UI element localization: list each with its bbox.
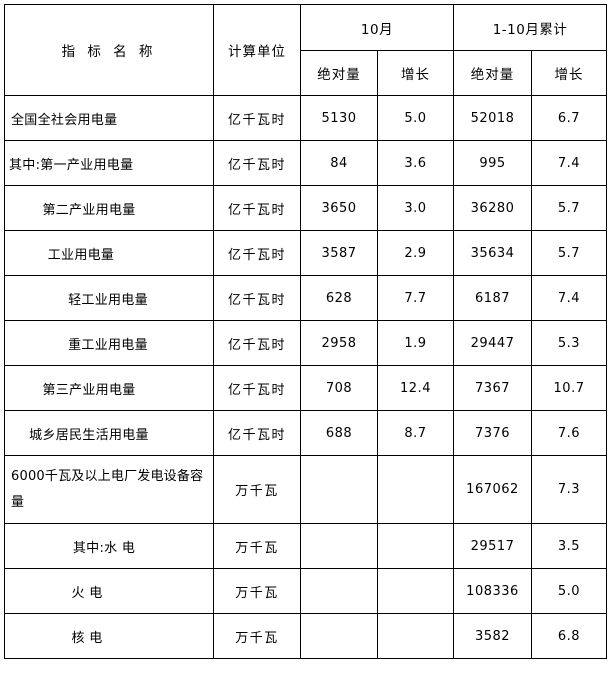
cell-month-growth: 5.0: [377, 95, 454, 141]
table-row: 6000千瓦及以上电厂发电设备容量 万千瓦 167062 7.3: [4, 455, 608, 524]
cell-month-absolute: 708: [300, 365, 378, 411]
cell-cumulative-absolute: 36280: [453, 185, 532, 231]
row-unit: 万千瓦: [213, 613, 301, 659]
cell-cumulative-growth: 7.4: [530, 140, 608, 186]
cell-cumulative-absolute: 29517: [453, 523, 532, 569]
table-row: 工业用电量 亿千瓦时 3587 2.9 35634 5.7: [4, 230, 608, 276]
cell-cumulative-absolute: 3582: [453, 613, 532, 659]
cell-month-absolute: [300, 455, 378, 524]
cell-month-absolute: 3650: [300, 185, 378, 231]
row-label: 工业用电量: [4, 230, 214, 276]
cell-month-growth: [377, 568, 454, 614]
cell-cumulative-growth: 7.3: [530, 455, 608, 524]
column-header-month-growth: 增长: [377, 50, 454, 96]
row-label: 城乡居民生活用电量: [4, 410, 214, 456]
cell-month-absolute: 3587: [300, 230, 378, 276]
table-row: 第三产业用电量 亿千瓦时 708 12.4 7367 10.7: [4, 365, 608, 411]
cell-month-absolute: [300, 568, 378, 614]
cell-cumulative-growth: 7.6: [530, 410, 608, 456]
column-group-header-month: 10月: [300, 4, 454, 51]
cell-cumulative-growth: 5.0: [530, 568, 608, 614]
cell-cumulative-absolute: 167062: [453, 455, 532, 524]
cell-month-absolute: 2958: [300, 320, 378, 366]
cell-month-growth: 3.6: [377, 140, 454, 186]
row-unit: 亿千瓦时: [213, 140, 301, 186]
row-label: 6000千瓦及以上电厂发电设备容量: [4, 455, 214, 524]
cell-cumulative-absolute: 29447: [453, 320, 532, 366]
row-label: 重工业用电量: [4, 320, 214, 366]
table-row: 火 电万千瓦 108336 5.0: [4, 568, 608, 614]
row-unit: 亿千瓦时: [213, 365, 301, 411]
table-row: 重工业用电量 亿千瓦时 2958 1.9 29447 5.3: [4, 320, 608, 366]
cell-cumulative-growth: 7.4: [530, 275, 608, 321]
table-row: 轻工业用电量 亿千瓦时 628 7.7 6187 7.4: [4, 275, 608, 321]
cell-cumulative-absolute: 995: [453, 140, 532, 186]
table-row: 第二产业用电量 亿千瓦时 3650 3.0 36280 5.7: [4, 185, 608, 231]
row-unit: 亿千瓦时: [213, 185, 301, 231]
row-label: 其中:第一产业用电量: [4, 140, 214, 186]
cell-cumulative-growth: 10.7: [530, 365, 608, 411]
table-row: 核 电万千瓦 3582 6.8: [4, 613, 608, 659]
row-unit: 万千瓦: [213, 523, 301, 569]
row-unit: 亿千瓦时: [213, 410, 301, 456]
cell-month-absolute: [300, 523, 378, 569]
row-label: 其中:水 电: [4, 523, 214, 569]
column-header-indicator-name: 指 标 名 称: [4, 4, 214, 96]
cell-cumulative-growth: 5.7: [530, 185, 608, 231]
cell-cumulative-growth: 6.8: [530, 613, 608, 659]
cell-month-growth: 2.9: [377, 230, 454, 276]
cell-cumulative-absolute: 35634: [453, 230, 532, 276]
cell-month-growth: [377, 455, 454, 524]
cell-cumulative-absolute: 7367: [453, 365, 532, 411]
column-header-cumulative-absolute: 绝对量: [453, 50, 532, 96]
cell-cumulative-growth: 5.7: [530, 230, 608, 276]
table-row: 其中:水 电万千瓦 29517 3.5: [4, 523, 608, 569]
electricity-statistics-table: 指 标 名 称 计算单位 10月 1-10月累计 绝对量 增长 绝对量 增长 全…: [4, 4, 608, 659]
cell-month-absolute: [300, 613, 378, 659]
cell-month-growth: 7.7: [377, 275, 454, 321]
row-label: 第二产业用电量: [4, 185, 214, 231]
table-header: 指 标 名 称 计算单位 10月 1-10月累计 绝对量 增长 绝对量 增长: [4, 4, 608, 96]
column-header-cumulative-growth: 增长: [530, 50, 608, 96]
cell-cumulative-absolute: 108336: [453, 568, 532, 614]
statistics-sheet: 指 标 名 称 计算单位 10月 1-10月累计 绝对量 增长 绝对量 增长 全…: [4, 4, 608, 659]
cell-month-growth: [377, 523, 454, 569]
row-unit: 亿千瓦时: [213, 230, 301, 276]
cell-month-growth: 8.7: [377, 410, 454, 456]
column-group-header-cumulative: 1-10月累计: [452, 4, 608, 51]
row-unit: 亿千瓦时: [213, 95, 301, 141]
row-label: 全国全社会用电量: [4, 95, 214, 141]
cell-month-absolute: 628: [300, 275, 378, 321]
cell-month-growth: 12.4: [377, 365, 454, 411]
row-unit: 万千瓦: [213, 455, 301, 524]
row-unit: 万千瓦: [213, 568, 301, 614]
cell-month-absolute: 5130: [300, 95, 378, 141]
column-header-unit: 计算单位: [213, 4, 301, 96]
cell-cumulative-growth: 6.7: [530, 95, 608, 141]
cell-month-absolute: 84: [300, 140, 378, 186]
cell-month-absolute: 688: [300, 410, 378, 456]
table-body: 全国全社会用电量 亿千瓦时 5130 5.0 52018 6.7 其中:第一产业用电量 亿千瓦…: [4, 95, 608, 659]
cell-cumulative-absolute: 6187: [453, 275, 532, 321]
cell-cumulative-absolute: 52018: [453, 95, 532, 141]
table-row: 城乡居民生活用电量 亿千瓦时 688 8.7 7376 7.6: [4, 410, 608, 456]
cell-month-growth: 3.0: [377, 185, 454, 231]
cell-cumulative-growth: 5.3: [530, 320, 608, 366]
table-row: 全国全社会用电量 亿千瓦时 5130 5.0 52018 6.7: [4, 95, 608, 141]
column-header-month-absolute: 绝对量: [300, 50, 378, 96]
row-unit: 亿千瓦时: [213, 275, 301, 321]
cell-month-growth: 1.9: [377, 320, 454, 366]
row-label: 核 电: [4, 613, 214, 659]
cell-cumulative-growth: 3.5: [530, 523, 608, 569]
cell-month-growth: [377, 613, 454, 659]
row-label: 火 电: [4, 568, 214, 614]
row-unit: 亿千瓦时: [213, 320, 301, 366]
cell-cumulative-absolute: 7376: [453, 410, 532, 456]
table-row: 其中:第一产业用电量 亿千瓦时 84 3.6 995 7.4: [4, 140, 608, 186]
row-label: 轻工业用电量: [4, 275, 214, 321]
row-label: 第三产业用电量: [4, 365, 214, 411]
